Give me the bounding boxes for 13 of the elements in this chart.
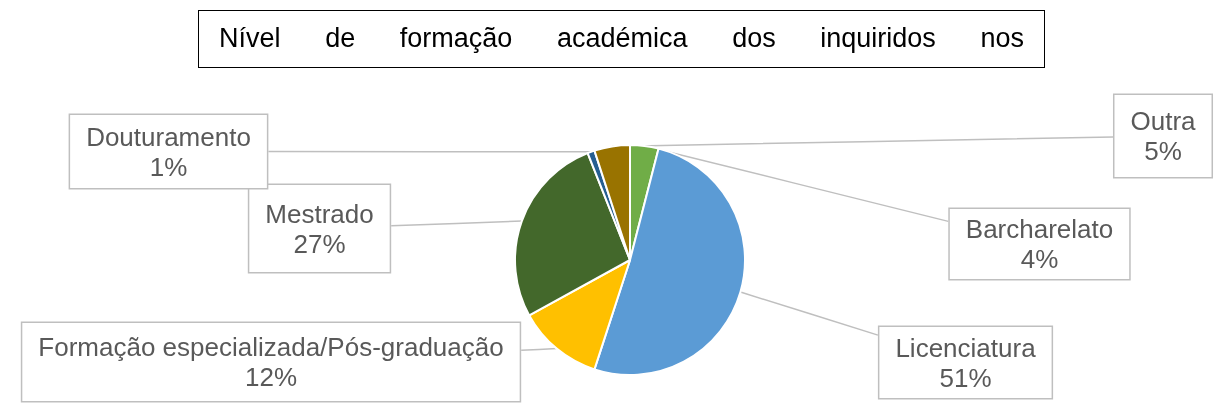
slice-label: Formação especializada/Pós-graduação xyxy=(38,332,504,362)
data-label: 27% xyxy=(293,228,346,259)
slice-label: Licenciatura xyxy=(895,332,1037,363)
data-label: 12% xyxy=(244,362,298,392)
data-label: 1% xyxy=(149,151,188,182)
data-label: 51% xyxy=(939,362,992,393)
slice-label: Outra xyxy=(1130,106,1197,136)
data-label: 5% xyxy=(1144,136,1182,166)
data-label: 4% xyxy=(1020,244,1059,274)
slice-label: Douturamento xyxy=(86,121,251,152)
slice-label: Barcharelato xyxy=(965,214,1114,244)
chart-title: Nível de formação académica dos inquiridos nos xyxy=(198,10,1045,68)
slice-label: Mestrado xyxy=(265,198,374,229)
